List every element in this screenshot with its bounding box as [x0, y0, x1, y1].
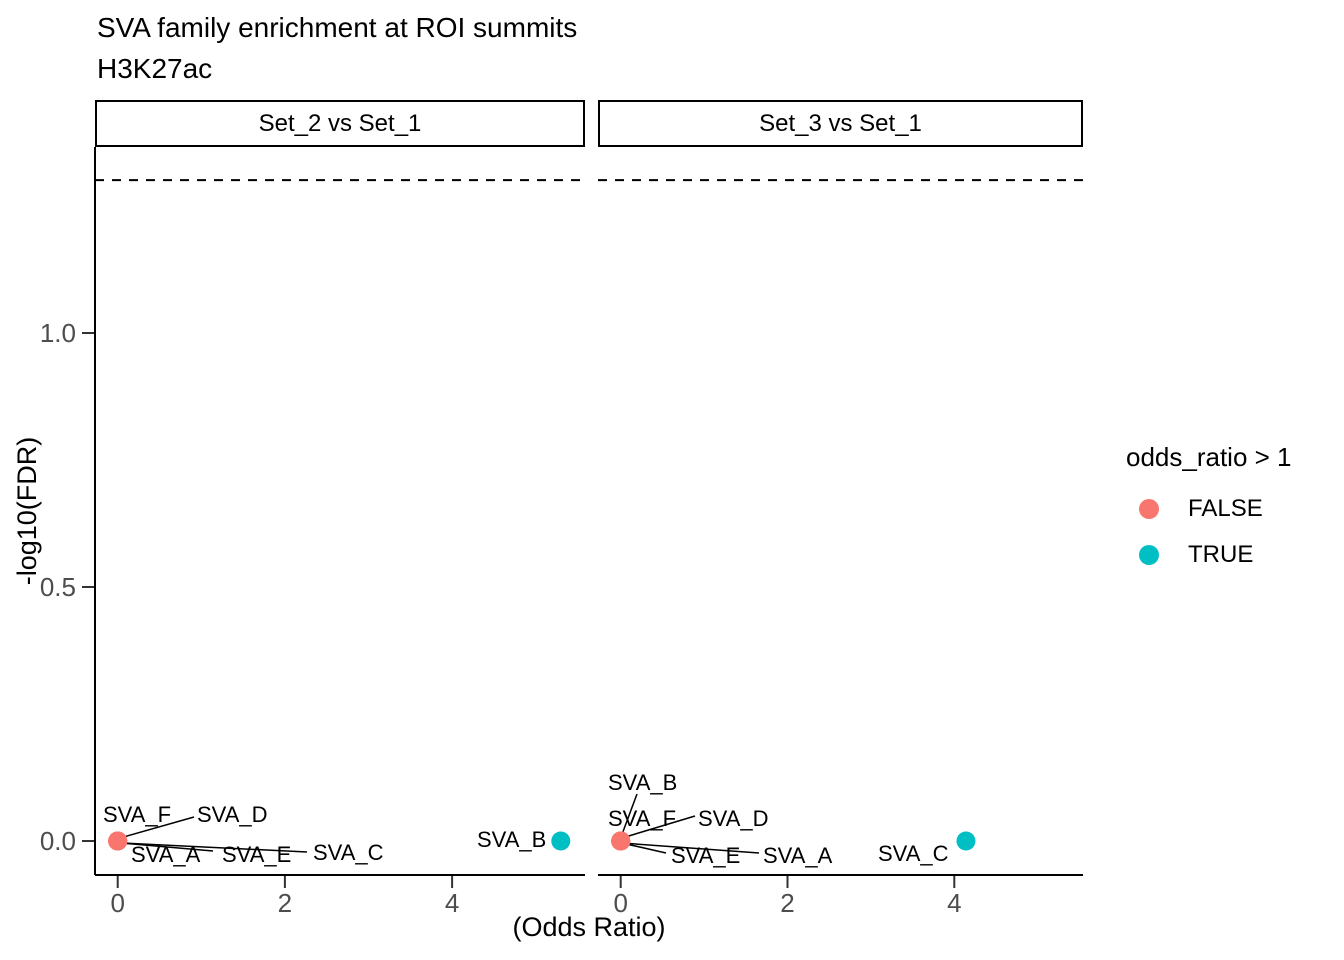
point-label-sva_f: SVA_F	[608, 806, 677, 831]
legend-dot-false	[1139, 499, 1159, 519]
y-axis-title: -log10(FDR)	[12, 436, 42, 586]
y-tick-label: 1.0	[39, 318, 76, 348]
x-tick-label: 0	[110, 888, 125, 918]
point-label-sva_f: SVA_F	[103, 802, 172, 827]
data-point-sva_b	[551, 831, 571, 851]
legend-dot-true	[1139, 545, 1159, 565]
data-point-sva_f	[611, 831, 631, 851]
facet-strip-label: Set_2 vs Set_1	[258, 109, 422, 137]
facet-strip-set2-vs-set1: Set_2 vs Set_1	[95, 100, 585, 147]
data-point-sva_c	[956, 831, 976, 851]
label-leader-line	[119, 816, 195, 839]
plot-title: SVA family enrichment at ROI summits	[97, 12, 578, 43]
point-label-sva_e: SVA_E	[222, 842, 292, 867]
point-label-sva_b: SVA_B	[477, 827, 547, 852]
label-leader-line	[620, 793, 638, 838]
point-label-sva_d: SVA_D	[197, 802, 268, 827]
x-tick-label: 4	[947, 888, 962, 918]
legend-label-false: FALSE	[1188, 495, 1263, 522]
point-label-sva_c: SVA_C	[313, 840, 384, 865]
point-label-sva_a: SVA_A	[763, 843, 833, 868]
label-leader-line	[621, 842, 760, 854]
y-tick-label: 0.0	[39, 826, 76, 856]
point-label-sva_c: SVA_C	[878, 841, 949, 866]
legend-title: odds_ratio > 1	[1126, 442, 1292, 472]
point-label-sva_d: SVA_D	[698, 806, 769, 831]
point-label-sva_b: SVA_B	[608, 770, 678, 795]
x-tick-label: 2	[277, 888, 293, 918]
x-tick-label: 4	[444, 888, 460, 918]
facet-strip-label: Set_3 vs Set_1	[759, 109, 922, 137]
plot-subtitle: H3K27ac	[97, 53, 213, 84]
x-tick-label: 2	[780, 888, 795, 918]
label-leader-line	[120, 842, 308, 853]
data-point-sva_f	[108, 831, 128, 851]
x-tick-label: 0	[613, 888, 628, 918]
x-axis-title: (Odds Ratio)	[512, 912, 666, 942]
label-leader-line	[621, 815, 696, 839]
legend-label-true: TRUE	[1188, 541, 1254, 568]
point-label-sva_e: SVA_E	[671, 843, 741, 868]
point-label-sva_a: SVA_A	[131, 842, 201, 867]
y-tick-label: 0.5	[39, 572, 76, 602]
facet-strip-set3-vs-set1: Set_3 vs Set_1	[598, 100, 1083, 147]
